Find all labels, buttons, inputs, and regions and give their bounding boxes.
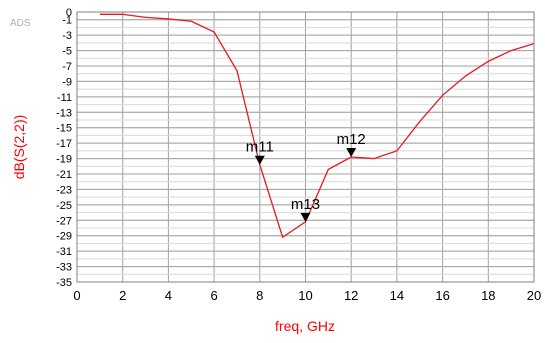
marker-label: m12	[337, 131, 366, 148]
y-tick-label: -35	[56, 277, 72, 289]
y-tick-label: -11	[57, 92, 72, 104]
y-tick-label: -31	[56, 246, 72, 258]
marker-label: m11	[246, 139, 274, 156]
x-tick-label: 12	[344, 288, 358, 303]
y-tick-label: -7	[62, 61, 72, 73]
y-tick-label: -29	[56, 231, 72, 243]
tick-labels: 0 2 4 6 8 10 12 14 16 18 200-1-3-5-7-9-11-13-15-17…	[56, 7, 541, 303]
x-axis-label: freq, GHz	[275, 318, 335, 334]
y-tick-label: -9	[62, 76, 72, 88]
y-tick-label: 0	[66, 7, 72, 19]
series-layer	[99, 13, 535, 239]
x-tick-label: 14	[390, 288, 404, 303]
series-line	[99, 13, 535, 239]
x-tick-label: 0	[73, 288, 80, 303]
marker-layer: m11 m12 m13	[246, 131, 366, 222]
y-tick-label: -23	[56, 184, 72, 196]
y-tick-label: -33	[56, 262, 72, 274]
y-tick-label: -3	[62, 30, 72, 42]
y-tick-label: -21	[56, 169, 72, 181]
y-tick-label: -13	[56, 107, 72, 119]
x-tick-label: 16	[435, 288, 449, 303]
x-tick-label: 4	[165, 288, 172, 303]
marker-triangle	[254, 155, 265, 165]
marker-label: m13	[291, 196, 320, 213]
ads-watermark: ADS	[10, 18, 31, 29]
y-tick-label: -15	[56, 123, 72, 135]
x-tick-label: 10	[298, 288, 312, 303]
y-tick-label: -5	[62, 46, 72, 58]
plot-frame	[76, 11, 535, 283]
x-tick-label: 20	[527, 288, 541, 303]
marker-triangle	[300, 212, 311, 222]
marker-triangle	[346, 148, 357, 158]
x-tick-label: 8	[256, 288, 263, 303]
y-tick-label: -1	[62, 15, 72, 27]
y-axis-label: dB(S(2,2))	[11, 115, 27, 180]
y-tick-label: -19	[56, 154, 72, 166]
x-tick-label: 18	[481, 288, 495, 303]
x-tick-label: 6	[210, 288, 217, 303]
grid-lines	[76, 11, 535, 283]
y-tick-label: -25	[56, 200, 72, 212]
y-tick-label: -17	[56, 138, 72, 150]
y-tick-label: -27	[56, 215, 72, 227]
x-tick-label: 2	[119, 288, 126, 303]
